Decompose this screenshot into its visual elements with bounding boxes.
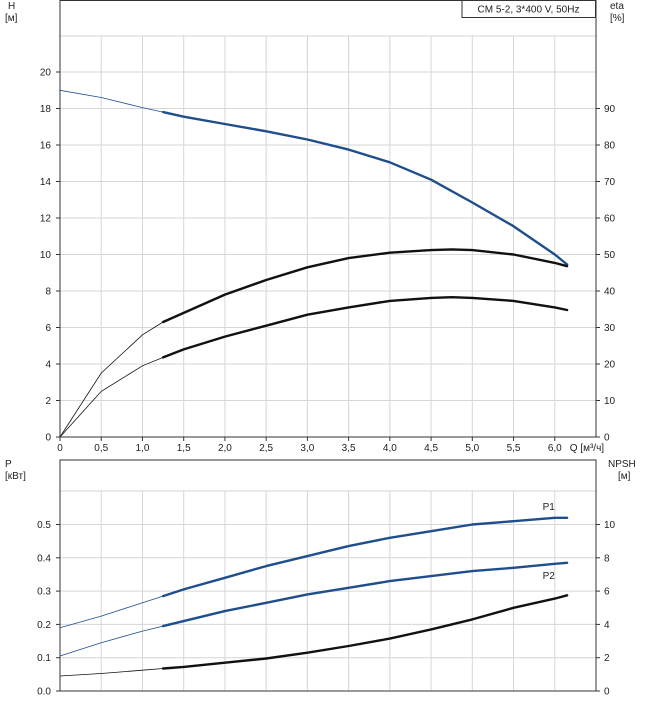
upper-left-tick-label-3: 6 (45, 323, 51, 334)
title-box (461, 0, 596, 18)
upper-right-tick-label-3: 30 (604, 323, 616, 334)
upper-left-tick-label-5: 10 (40, 250, 52, 261)
lower-series-1-line (161, 561, 569, 628)
upper-left-tick-label-6: 12 (40, 214, 52, 225)
upper-left-tick-label-9: 18 (40, 104, 52, 115)
x-tick-label-8: 4,0 (383, 443, 397, 454)
upper-left-axis-title: H (8, 1, 15, 12)
upper-series-0-line (161, 110, 569, 266)
lower-series-0-extrapolated (59, 595, 164, 629)
upper-right-tick-label-8: 80 (604, 141, 616, 152)
lower-series-2-line (161, 594, 569, 670)
x-tick-label-7: 3,5 (342, 443, 356, 454)
upper-right-tick-label-0: 0 (604, 433, 610, 444)
lower-left-tick-label-1: 0.1 (37, 653, 51, 664)
upper-left-tick-label-0: 0 (45, 433, 51, 444)
lower-right-tick-label-3: 6 (604, 587, 610, 598)
upper-right-tick-label-1: 10 (604, 396, 616, 407)
lower-right-tick-label-2: 4 (604, 620, 610, 631)
lower-left-tick-label-3: 0.3 (37, 587, 51, 598)
lower-series-0-line (161, 516, 569, 598)
lower-series-1-extrapolated (59, 625, 164, 657)
upper-right-axis-title: eta (610, 1, 624, 12)
series-label-p2: P2 (543, 571, 556, 582)
lower-right-axis-unit: [м] (618, 471, 631, 482)
series-label-p1: P1 (543, 502, 556, 513)
x-tick-label-9: 4,5 (424, 443, 438, 454)
x-tick-label-0: 0 (57, 443, 63, 454)
upper-series-0-extrapolated (59, 89, 164, 113)
lower-plot-frame (59, 459, 597, 692)
upper-left-tick-label-7: 14 (40, 177, 52, 188)
upper-series-1-extrapolated (59, 321, 164, 438)
upper-right-tick-label-7: 70 (604, 177, 616, 188)
lower-right-tick-label-0: 0 (604, 687, 610, 698)
upper-right-axis-unit: [%] (610, 13, 625, 24)
lower-right-tick-label-1: 2 (604, 653, 610, 664)
lower-right-tick-label-5: 10 (604, 520, 616, 531)
x-tick-label-1: 0,5 (94, 443, 108, 454)
lower-left-axis-unit: [кВт] (5, 471, 26, 482)
upper-left-tick-label-2: 4 (45, 360, 51, 371)
upper-right-tick-label-6: 60 (604, 214, 616, 225)
lower-left-tick-label-0: 0.0 (37, 687, 51, 698)
x-tick-label-5: 2,5 (259, 443, 273, 454)
chart-title: CM 5-2, 3*400 V, 50Hz (478, 5, 580, 16)
lower-series-2-extrapolated (59, 668, 164, 677)
x-tick-label-11: 5,5 (507, 443, 521, 454)
upper-left-tick-label-4: 8 (45, 287, 51, 298)
x-tick-label-6: 3,0 (300, 443, 314, 454)
x-tick-label-3: 1,5 (177, 443, 191, 454)
lower-left-tick-label-5: 0.5 (37, 520, 51, 531)
upper-right-tick-label-2: 20 (604, 360, 616, 371)
upper-series-2-extrapolated (59, 357, 164, 438)
lower-left-axis-title: P (5, 459, 12, 470)
x-tick-label-2: 1,0 (136, 443, 150, 454)
lower-left-tick-label-4: 0.4 (37, 553, 51, 564)
x-tick-label-10: 5,0 (465, 443, 479, 454)
lower-right-tick-label-4: 8 (604, 553, 610, 564)
upper-series-1-line (161, 248, 569, 324)
lower-right-axis-title: NPSH (608, 459, 636, 470)
upper-series-2-line (161, 296, 569, 359)
upper-right-tick-label-4: 40 (604, 287, 616, 298)
x-axis-label: Q [м³/ч] (570, 443, 605, 454)
x-tick-label-4: 2,0 (218, 443, 232, 454)
upper-left-tick-label-8: 16 (40, 141, 52, 152)
upper-left-axis-unit: [м] (5, 13, 18, 24)
upper-plot-frame (59, 0, 597, 438)
lower-left-tick-label-2: 0.2 (37, 620, 51, 631)
upper-right-tick-label-5: 50 (604, 250, 616, 261)
upper-left-tick-label-10: 20 (40, 68, 52, 79)
upper-left-tick-label-1: 2 (45, 396, 51, 407)
upper-right-tick-label-9: 90 (604, 104, 616, 115)
x-tick-label-12: 6,0 (548, 443, 562, 454)
